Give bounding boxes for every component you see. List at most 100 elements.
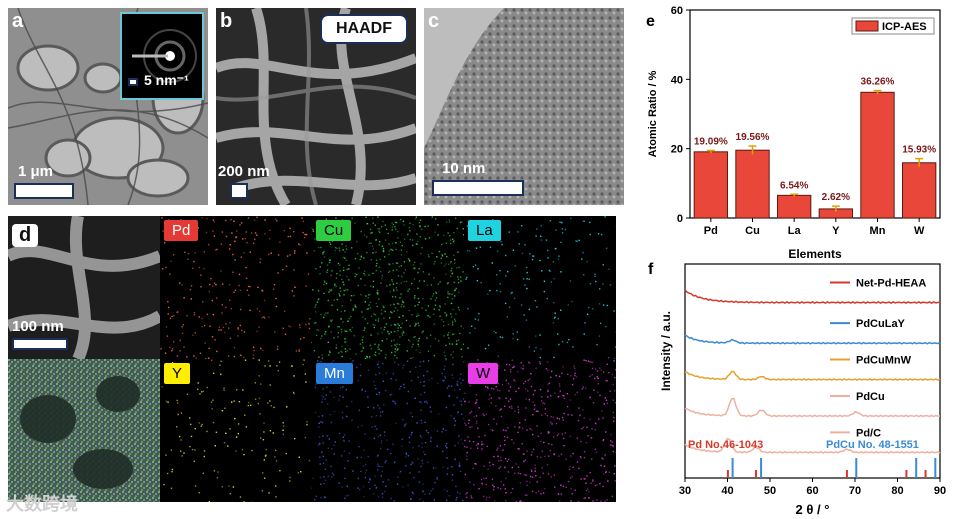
eds-dot (171, 468, 174, 471)
eds-dot (548, 269, 551, 272)
eds-dot (517, 406, 519, 408)
eds-dot (383, 256, 386, 258)
eds-dot (484, 434, 486, 437)
eds-dot (364, 318, 366, 320)
eds-map-w: W (464, 359, 616, 502)
eds-dot (288, 325, 290, 327)
eds-dot (475, 247, 478, 249)
eds-dot (197, 388, 199, 390)
eds-dot (562, 394, 564, 397)
eds-dot (329, 289, 331, 291)
eds-dot (508, 231, 510, 233)
eds-dot (274, 331, 276, 333)
eds-dot (466, 451, 468, 454)
eds-dot (258, 326, 260, 328)
eds-dot (322, 435, 324, 437)
eds-dot (340, 350, 342, 353)
eds-dot (348, 268, 350, 270)
eds-dot (330, 288, 333, 291)
eds-dot (318, 426, 320, 428)
eds-dot (369, 488, 371, 490)
eds-dot (566, 393, 569, 395)
eds-dot (388, 250, 390, 252)
eds-dot (614, 402, 616, 404)
eds-dot (540, 239, 543, 241)
eds-dot (314, 411, 317, 414)
eds-dot (602, 439, 605, 441)
eds-dot (181, 455, 183, 457)
eds-dot (375, 251, 377, 253)
xrd-series-line (684, 289, 941, 304)
eds-dot (373, 380, 375, 383)
eds-dot (457, 411, 459, 413)
eds-map-label: Cu (316, 220, 352, 241)
eds-dot (430, 284, 432, 286)
eds-dot (604, 500, 606, 502)
eds-dot (229, 299, 231, 301)
eds-dot (389, 290, 391, 293)
eds-dot (370, 347, 372, 350)
eds-dot (606, 363, 608, 365)
eds-dot (459, 332, 461, 335)
eds-dot (417, 304, 419, 306)
eds-map-mn: Mn (312, 359, 465, 502)
eds-dot (592, 308, 594, 310)
eds-dot (315, 304, 317, 306)
eds-dot (260, 437, 262, 439)
eds-dot (417, 271, 419, 274)
eds-dot (170, 449, 172, 451)
eds-dot (547, 369, 549, 371)
eds-dot (557, 493, 560, 495)
eds-dot (325, 312, 327, 314)
eds-dot (355, 353, 357, 355)
eds-dot (225, 219, 227, 222)
eds-dot (423, 381, 425, 383)
eds-dot (366, 223, 368, 225)
eds-dot (446, 473, 448, 475)
eds-dot (379, 231, 381, 233)
eds-dot (200, 425, 202, 427)
eds-dot (414, 325, 416, 327)
eds-dot (384, 310, 386, 313)
eds-dot (367, 406, 369, 409)
eds-dot (331, 270, 333, 272)
eds-dot (314, 238, 316, 240)
eds-dot (356, 240, 358, 243)
eds-dot (416, 315, 418, 317)
eds-dot (323, 280, 326, 282)
eds-dot (317, 290, 320, 292)
eds-dot (574, 372, 576, 375)
eds-dot (323, 496, 326, 498)
eds-dot (528, 399, 531, 401)
xrd-line-chart: 30 40 50 60 70 80 902 θ / °Intensity / a.u.fNe… (648, 261, 946, 517)
eds-dot (342, 396, 344, 398)
eds-dot (396, 483, 399, 485)
eds-dot (399, 388, 401, 390)
eds-dot (309, 318, 311, 320)
eds-map-label: La (468, 220, 501, 241)
eds-dot (481, 482, 483, 485)
eds-dot (216, 248, 218, 251)
eds-dot (395, 221, 398, 224)
eds-dot (412, 447, 414, 449)
eds-dot (613, 310, 615, 312)
eds-dot (421, 459, 423, 462)
eds-dot (187, 252, 190, 255)
legend-label: ICP-AES (882, 21, 927, 33)
eds-dot (364, 274, 366, 276)
eds-dot (215, 431, 218, 433)
eds-dot (259, 261, 261, 264)
eds-dot (194, 428, 196, 430)
eds-dot (438, 250, 441, 253)
eds-dot (604, 397, 606, 399)
eds-dot (540, 225, 542, 227)
eds-dot (328, 350, 331, 352)
eds-dot (429, 316, 431, 318)
eds-dot (586, 426, 588, 429)
eds-dot (591, 374, 593, 376)
eds-dot (535, 475, 537, 477)
eds-dot (167, 313, 169, 315)
eds-dot (459, 400, 461, 402)
eds-dot (314, 311, 317, 313)
eds-dot (253, 349, 255, 352)
